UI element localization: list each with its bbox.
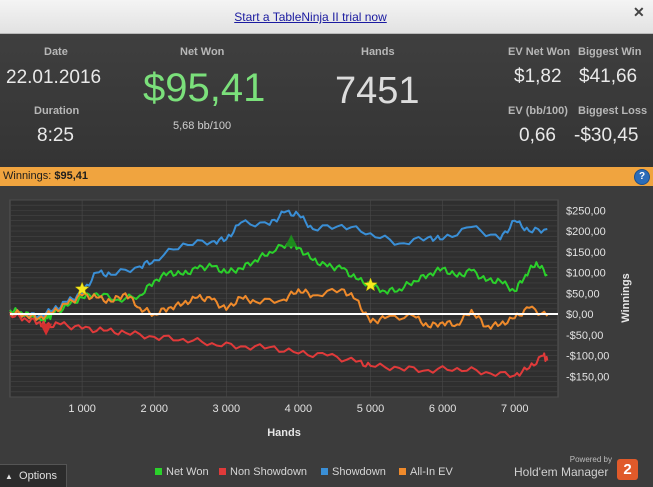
duration-value: 8:25 [37,125,74,146]
y-axis-ticks: $250,00 $200,00 $150,00 $100,00 $50,00 $0,00 -… [566,205,609,383]
chart-series [9,209,558,378]
winnings-title: Winnings: $95,41 [3,170,88,182]
ev-bb-label: EV (bb/100) [508,105,568,117]
biggest-loss-value: -$30,45 [574,125,639,146]
x-tick-label: 5 000 [357,403,385,415]
y-tick-label: -$50,00 [566,330,603,342]
y-tick-label: $250,00 [566,205,606,217]
triangle-up-marker [285,234,298,247]
trial-link[interactable]: Start a TableNinja II trial now [234,10,387,24]
help-icon[interactable]: ? [634,169,650,185]
promo-bar: Start a TableNinja II trial now ✕ [0,0,653,34]
x-tick-label: 7 000 [501,403,529,415]
date-label: Date [44,46,68,58]
y-tick-label: $200,00 [566,226,606,238]
legend-swatch [321,468,328,475]
chart-markers [40,234,378,336]
close-icon[interactable]: ✕ [633,4,645,20]
x-axis-ticks: 1 000 2 000 3 000 4 000 5 000 6 000 7 000 [68,403,528,415]
powered-by-text: Powered by [569,455,612,464]
triangle-down-marker [40,323,53,336]
legend-swatch [155,468,162,475]
y-tick-label: -$100,00 [566,351,609,363]
legend-net-won[interactable]: Net Won [155,466,209,478]
duration-label: Duration [34,105,80,117]
x-axis-label: Hands [267,427,301,439]
legend-label: Non Showdown [230,466,308,478]
bb-per-100-value: 5,68 bb/100 [173,120,232,132]
y-tick-label: $150,00 [566,247,606,259]
series-line-non-showdown [9,312,549,378]
x-tick-label: 4 000 [285,403,313,415]
winnings-header: Winnings: $95,41 ? [0,167,653,186]
legend-showdown[interactable]: Showdown [321,466,386,478]
y-axis-label: Winnings [620,273,632,322]
legend-label: All-In EV [410,466,453,478]
legend-all-in-ev[interactable]: All-In EV [399,466,453,478]
net-won-value: $95,41 [143,66,266,110]
winnings-value: $95,41 [54,170,89,182]
legend-label: Showdown [332,466,386,478]
series-line-all-in-ev [9,287,549,330]
brand-name: Hold'em Manager [514,465,609,479]
legend-label: Net Won [166,466,209,478]
ev-bb-value: 0,66 [519,125,556,146]
net-won-label: Net Won [180,46,225,58]
legend-swatch [219,468,226,475]
x-tick-label: 3 000 [213,403,241,415]
options-label: Options [19,470,57,482]
winnings-label: Winnings: [3,170,52,182]
x-tick-label: 1 000 [68,403,96,415]
legend-swatch [399,468,406,475]
date-value: 22.01.2016 [6,67,102,88]
hands-value: 7451 [335,70,420,112]
y-tick-label: $0,00 [566,309,594,321]
biggest-win-label: Biggest Win [578,46,642,58]
hands-label: Hands [361,46,395,58]
session-stats-panel: Date 22.01.2016 Duration 8:25 Net Won $9… [0,34,653,167]
ev-net-won-value: $1,82 [514,66,562,87]
x-tick-label: 2 000 [140,403,168,415]
options-button[interactable]: ▲ Options [0,464,67,487]
y-tick-label: $100,00 [566,268,606,280]
star-marker [363,277,378,292]
brand-logo-icon: 2 [617,459,638,480]
winnings-chart: 1 000 2 000 3 000 4 000 5 000 6 000 7 000 $250… [0,186,653,486]
y-tick-label: -$150,00 [566,371,609,383]
legend-non-showdown[interactable]: Non Showdown [219,466,307,478]
biggest-loss-label: Biggest Loss [578,105,648,117]
biggest-win-value: $41,66 [579,66,638,87]
winnings-chart-svg: 1 000 2 000 3 000 4 000 5 000 6 000 7 000 $250… [9,199,632,439]
star-marker [74,281,90,296]
x-tick-label: 6 000 [429,403,457,415]
y-tick-label: $50,00 [566,288,600,300]
ev-net-won-label: EV Net Won [508,46,571,58]
chevron-up-icon: ▲ [5,472,13,481]
chart-grid [10,199,558,398]
